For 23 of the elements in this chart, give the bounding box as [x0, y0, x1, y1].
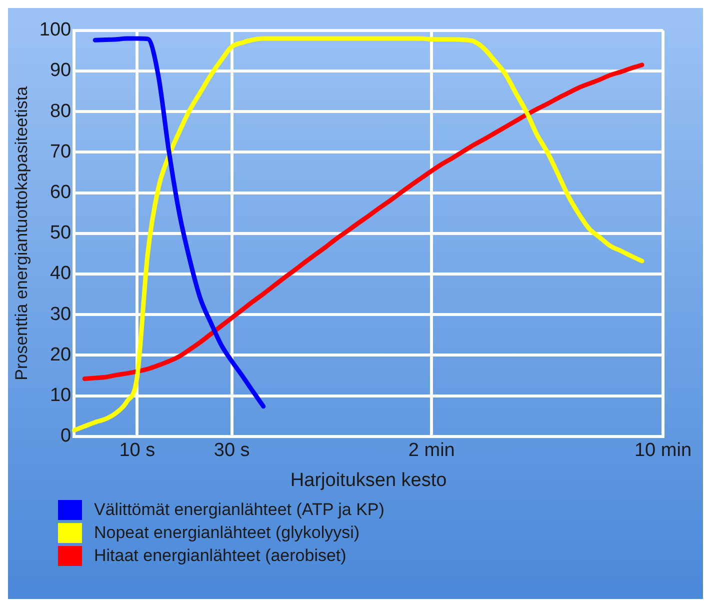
y-axis-title: Prosenttia energiantuottokapasiteetista [12, 86, 31, 380]
line-series [82, 62, 644, 381]
y-tick-label: 40 [50, 263, 72, 284]
x-tick-label: 10 s [119, 440, 156, 462]
line-series [92, 36, 266, 409]
y-tick-label: 80 [50, 100, 72, 122]
x-axis-title: Harjoituksen kesto [290, 470, 447, 491]
y-tick-label: 100 [39, 20, 72, 41]
y-tick-label: 90 [50, 60, 72, 82]
x-tick-label: 30 s [214, 440, 250, 462]
line-series [72, 36, 644, 433]
y-tick-label: 50 [50, 222, 72, 244]
y-tick-label: 10 [50, 385, 72, 406]
x-tick-label: 2 min [408, 440, 455, 462]
x-tick-label: 10 min [634, 440, 692, 462]
y-tick-label: 60 [50, 182, 72, 204]
y-tick-label: 20 [50, 344, 72, 366]
legend-label: Välittömät energianlähteet (ATP ja KP) [94, 500, 384, 520]
y-tick-label: 0 [60, 426, 72, 447]
y-tick-label: 30 [50, 304, 72, 325]
legend-label: Hitaat energianlähteet (aerobiset) [94, 546, 346, 566]
legend-label: Nopeat energianlähteet (glykolyysi) [94, 523, 360, 543]
y-tick-label: 70 [50, 141, 72, 162]
